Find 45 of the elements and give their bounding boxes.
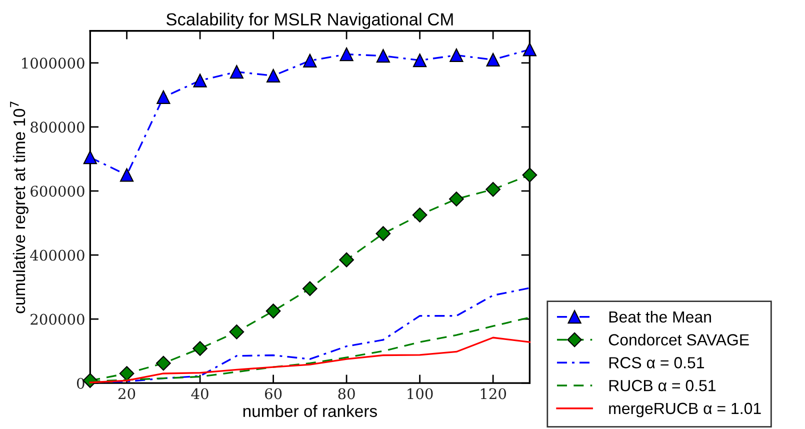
x-tick-label: 20 xyxy=(118,388,136,400)
point xyxy=(229,324,244,340)
point xyxy=(522,168,538,182)
x-tick-label: 40 xyxy=(191,388,208,400)
point xyxy=(230,65,244,79)
point xyxy=(412,208,428,222)
y-tick-label: 400000 xyxy=(30,250,84,261)
legend-label: mergeRUCB α = 1.01 xyxy=(609,402,761,418)
point xyxy=(83,150,97,164)
x-tick-label: 80 xyxy=(338,388,355,400)
chart-title: Scalability for MSLR Navigational CM xyxy=(166,12,453,29)
y-tick-label: 600000 xyxy=(30,186,84,197)
point xyxy=(450,48,464,62)
point xyxy=(340,47,354,62)
point xyxy=(266,304,281,318)
point xyxy=(486,52,500,67)
point xyxy=(376,49,390,63)
point xyxy=(120,168,134,182)
point xyxy=(376,226,391,241)
point xyxy=(449,192,464,206)
y-axis-title: cumulative regret at time 10$^{7}$ xyxy=(10,102,28,314)
x-tick-label: 60 xyxy=(264,388,282,400)
point xyxy=(192,341,208,356)
point xyxy=(266,68,280,83)
x-tick-label: 120 xyxy=(480,388,506,400)
x-axis-title: number of rankers xyxy=(243,404,377,418)
y-tick-label: 800000 xyxy=(30,122,84,133)
point xyxy=(486,182,500,197)
x-tick-label: 100 xyxy=(408,388,433,400)
point xyxy=(193,74,207,88)
legend-label: RCS α = 0.51 xyxy=(609,357,704,368)
point xyxy=(303,54,317,68)
point xyxy=(119,366,134,381)
y-tick-label: 1000000 xyxy=(22,58,84,69)
y-tick-label: 0 xyxy=(76,378,84,389)
point xyxy=(339,252,354,268)
legend-label: Beat the Mean xyxy=(609,310,711,323)
point xyxy=(302,281,318,296)
point xyxy=(413,54,427,68)
point xyxy=(156,90,170,104)
legend-label: RUCB α = 0.51 xyxy=(609,380,716,392)
point xyxy=(156,356,171,371)
legend-label: Condorcet SAVAGE xyxy=(608,334,749,346)
y-tick-label: 200000 xyxy=(30,314,84,325)
point xyxy=(522,42,536,56)
